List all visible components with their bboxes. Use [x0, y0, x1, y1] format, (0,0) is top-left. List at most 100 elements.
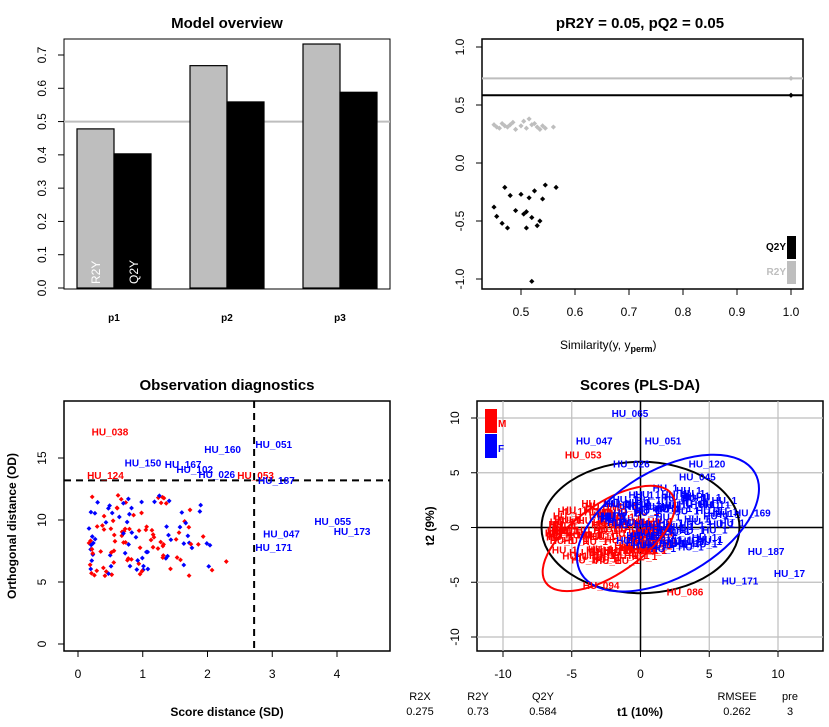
- score-point-f: HU_1: [665, 501, 691, 512]
- score-point-m: HU_1: [593, 526, 619, 537]
- score-point-m: HU_1: [599, 509, 625, 520]
- score-point-f: HU_1: [602, 514, 628, 525]
- y-tick-label: -10: [448, 628, 462, 646]
- score-point-f: HU_1: [697, 537, 723, 548]
- permutation-x-label-main: Similarity(y, y: [560, 338, 630, 352]
- score-point-m: HU_1: [612, 502, 638, 513]
- score-point-m: HU_1: [635, 518, 661, 529]
- legend-q2y-swatch: [787, 236, 796, 259]
- point-r2y_perm: [537, 126, 543, 132]
- observation-point: [173, 536, 179, 542]
- point-r2y_perm: [550, 124, 556, 130]
- point-q2y_perm: [502, 184, 508, 190]
- observation-label: HU_055: [314, 517, 351, 528]
- summary-value: 0.584: [529, 706, 557, 718]
- point-q2y_perm: [523, 225, 529, 231]
- summary-header: R2X: [409, 691, 431, 703]
- score-point-m: HU_1: [562, 506, 588, 517]
- x-tick-label: 0.9: [729, 305, 746, 319]
- legend-q2y-label: Q2Y: [766, 242, 786, 253]
- observation-point: [86, 526, 92, 531]
- observation-label: HU_053: [237, 471, 274, 482]
- score-point-f: HU_1: [655, 504, 681, 515]
- score-point-m: HU_1: [611, 518, 637, 529]
- score-point-m: HU_1: [558, 507, 584, 518]
- score-point-m: HU_1: [633, 536, 659, 547]
- observation-point: [95, 499, 101, 505]
- observation-point: [107, 503, 113, 509]
- score-point-f: HU_1: [636, 528, 662, 539]
- observation-point: [108, 526, 114, 532]
- observation-label: HU_160: [204, 445, 241, 456]
- score-point-m: HU_1: [549, 520, 575, 531]
- observation-point: [114, 505, 120, 511]
- score-point-m: HU_1: [641, 546, 667, 557]
- score-point-f: HU_1: [678, 542, 704, 553]
- point-r2y_perm: [521, 118, 527, 124]
- y-tick-label: -1.0: [453, 268, 467, 289]
- score-point-m: HU_1: [634, 507, 660, 518]
- scores-x-label: t1 (10%): [617, 705, 663, 719]
- score-label: HU_051: [645, 436, 682, 447]
- point-r2y_perm: [507, 122, 513, 128]
- score-point-f: HU_1: [690, 500, 716, 511]
- score-point-m: HU_1: [632, 552, 658, 563]
- observation-point: [110, 518, 116, 524]
- observation-point: [90, 551, 96, 556]
- observation-point: [92, 510, 98, 516]
- score-point-m: HU_1: [593, 518, 619, 529]
- score-point-m: HU_1: [597, 516, 623, 527]
- observation-label: HU_150: [125, 459, 162, 470]
- score-point-m: HU_1: [648, 528, 674, 539]
- observation-title: Observation diagnostics: [139, 377, 314, 394]
- observation-point: [103, 569, 109, 574]
- observation-point: [94, 524, 100, 529]
- score-point-m: HU_1: [604, 535, 630, 546]
- bar-q2y-p2: [226, 101, 265, 289]
- score-point-m: HU_1: [620, 543, 646, 554]
- observation-point: [129, 556, 134, 562]
- score-point-m: HU_1: [631, 535, 657, 546]
- observation-point: [197, 509, 203, 514]
- score-point-f: HU_1: [661, 500, 687, 511]
- x-tick-label: 0: [637, 667, 644, 681]
- score-point-f: HU_1: [662, 539, 688, 550]
- y-tick-label: 0.1: [35, 246, 49, 263]
- legend-m-swatch: [485, 409, 497, 433]
- score-point-m: HU_1: [557, 516, 583, 527]
- x-category-label: p1: [108, 313, 120, 324]
- point-model_r2y: [788, 75, 794, 81]
- point-q2y_perm: [507, 192, 513, 199]
- score-label: HU_120: [689, 459, 726, 470]
- summary-value: 3: [787, 706, 793, 718]
- legend-r2y-label: R2Y: [767, 267, 787, 278]
- observation-point: [115, 492, 121, 498]
- observation-point: [209, 567, 215, 573]
- x-tick-label: 0.8: [675, 305, 692, 319]
- score-label: HU_053: [565, 451, 602, 462]
- score-point-f: HU_1: [703, 511, 729, 522]
- observation-point: [108, 550, 114, 555]
- point-r2y_perm: [496, 125, 502, 131]
- y-tick-label: 10: [448, 411, 462, 425]
- score-point-f: HU_1: [650, 531, 676, 542]
- point-q2y_perm: [526, 195, 532, 201]
- score-label: HU_086: [667, 587, 704, 598]
- score-label: HU_045: [679, 472, 716, 483]
- x-tick-label: 1.0: [783, 305, 800, 319]
- observation-point: [186, 573, 192, 579]
- score-point-m: HU_1: [555, 526, 581, 537]
- point-r2y_perm: [523, 125, 529, 131]
- score-point-f: HU_1: [640, 502, 666, 513]
- score-point-m: HU_1: [547, 526, 573, 537]
- score-point-m: HU_1: [600, 517, 626, 528]
- point-q2y_perm: [542, 182, 548, 188]
- score-point-m: HU_1: [647, 541, 673, 552]
- score-point-f: HU_1: [624, 502, 650, 513]
- observation-point: [100, 565, 106, 571]
- score-point-f: HU_1: [692, 540, 718, 551]
- x-tick-label: 0.7: [621, 305, 638, 319]
- observation-point: [123, 539, 128, 545]
- point-q2y_perm: [529, 278, 535, 284]
- observation-point: [89, 494, 95, 500]
